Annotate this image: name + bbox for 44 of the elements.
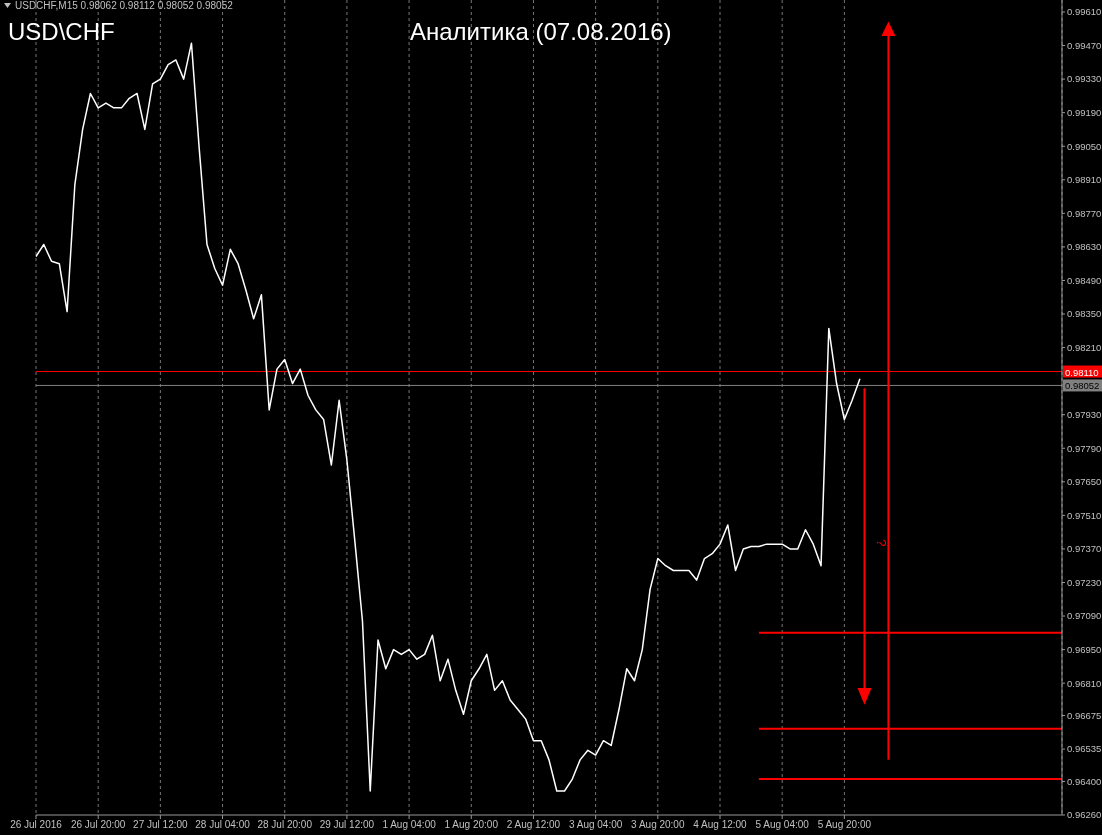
annotation: ? bbox=[873, 539, 889, 547]
y-tick-label: 0.99610 bbox=[1067, 6, 1102, 18]
y-tick-label: 0.98910 bbox=[1067, 174, 1102, 186]
y-tick-label: 0.99470 bbox=[1067, 39, 1102, 51]
x-tick-label: 26 Jul 20:00 bbox=[70, 819, 126, 831]
x-tick-label: 29 Jul 12:00 bbox=[319, 819, 375, 831]
y-tick-label: 0.98350 bbox=[1067, 308, 1102, 320]
y-tick-label: 0.99190 bbox=[1067, 107, 1102, 119]
x-tick-label: 4 Aug 12:00 bbox=[693, 819, 748, 831]
x-tick-label: 3 Aug 20:00 bbox=[631, 819, 685, 831]
y-tick-label: 0.99050 bbox=[1067, 140, 1102, 152]
y-tick-label: 0.96260 bbox=[1067, 809, 1102, 821]
text: Аналитика (07.08.2016) bbox=[410, 18, 672, 46]
y-tick-label: 0.96675 bbox=[1067, 709, 1102, 721]
ref-line-label: 0.98110 bbox=[1065, 366, 1099, 378]
y-tick-label: 0.97790 bbox=[1067, 442, 1102, 454]
x-tick-label: 28 Jul 20:00 bbox=[257, 819, 313, 831]
y-tick-label: 0.98490 bbox=[1067, 274, 1102, 286]
y-tick-label: 0.96950 bbox=[1067, 643, 1102, 655]
y-tick-label: 0.96400 bbox=[1067, 775, 1102, 787]
y-tick-label: 0.97090 bbox=[1067, 610, 1102, 622]
y-tick-label: 0.98770 bbox=[1067, 207, 1102, 219]
x-tick-label: 27 Jul 12:00 bbox=[133, 819, 189, 831]
annotation: USDCHF,M15 0.98062 0.98112 0.98052 0.98052 bbox=[15, 0, 233, 11]
y-tick-label: 0.97930 bbox=[1067, 409, 1102, 421]
x-tick-label: 1 Aug 20:00 bbox=[444, 819, 499, 831]
y-tick-label: 0.97230 bbox=[1067, 576, 1102, 588]
y-tick-label: 0.97510 bbox=[1067, 509, 1102, 521]
x-tick-label: 1 Aug 04:00 bbox=[382, 819, 437, 831]
y-tick-label: 0.97370 bbox=[1067, 543, 1102, 555]
y-tick-label: 0.98630 bbox=[1067, 241, 1102, 253]
x-tick-label: 26 Jul 2016 bbox=[10, 819, 63, 831]
x-tick-label: 2 Aug 12:00 bbox=[506, 819, 561, 831]
y-tick-label: 0.97650 bbox=[1067, 476, 1102, 488]
x-tick-label: 5 Aug 20:00 bbox=[817, 819, 872, 831]
ref-line-label: 0.98052 bbox=[1065, 380, 1100, 392]
y-tick-label: 0.98210 bbox=[1067, 341, 1102, 353]
y-tick-label: 0.96810 bbox=[1067, 677, 1102, 689]
text: USD\CHF bbox=[8, 18, 115, 46]
y-tick-label: 0.99330 bbox=[1067, 73, 1102, 85]
y-tick-label: 0.96535 bbox=[1067, 743, 1102, 755]
x-tick-label: 28 Jul 04:00 bbox=[195, 819, 251, 831]
x-tick-label: 5 Aug 04:00 bbox=[755, 819, 810, 831]
x-tick-label: 3 Aug 04:00 bbox=[568, 819, 623, 831]
